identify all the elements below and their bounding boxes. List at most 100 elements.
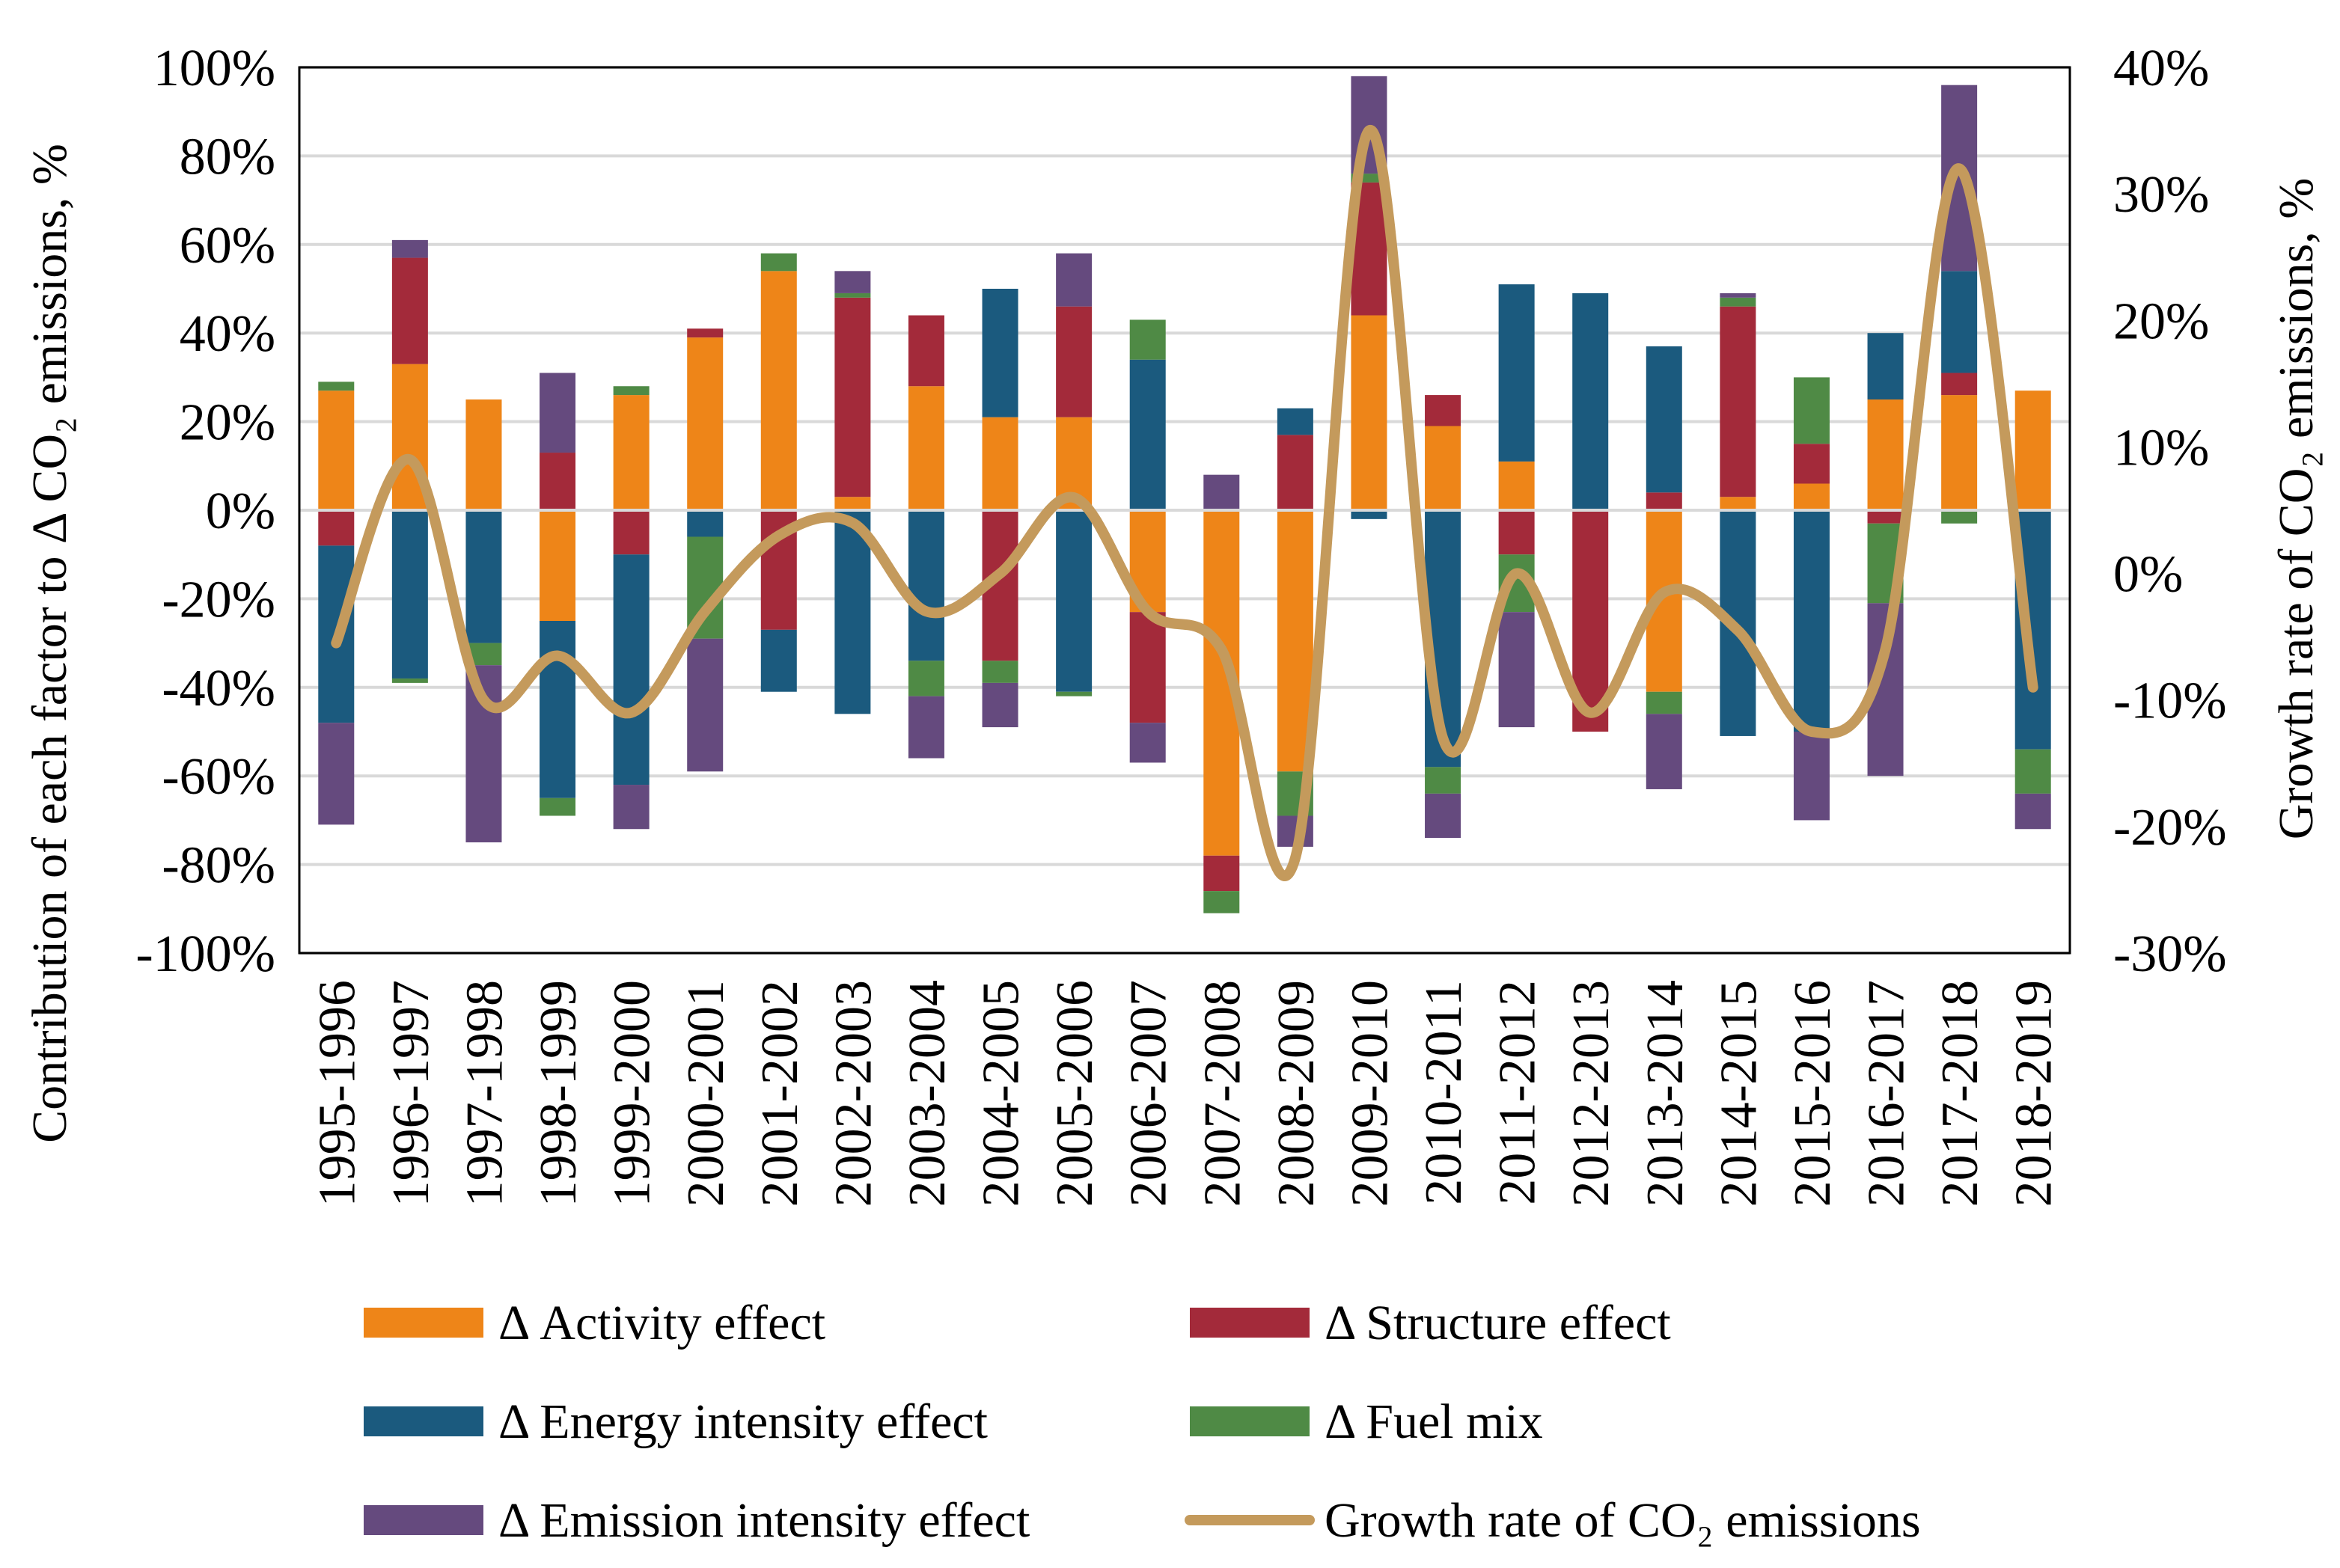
bar-structure-effect <box>834 297 871 497</box>
bar-energy-intensity-effect <box>1793 510 1830 732</box>
x-tick-label: 2016-2017 <box>1858 980 1916 1207</box>
bar-fuel-mix <box>1941 510 1978 524</box>
left-tick-label: -60% <box>162 748 275 806</box>
bar-structure-effect <box>1867 510 1904 524</box>
bar-structure-effect <box>613 510 650 555</box>
bar-fuel-mix <box>1425 767 1461 794</box>
bar-energy-intensity-effect <box>1572 293 1609 510</box>
left-tick-label: 0% <box>206 483 275 540</box>
legend-item: Δ Activity effect <box>364 1296 825 1350</box>
x-tick-label: 1997-1998 <box>456 980 513 1207</box>
bars <box>318 76 2051 913</box>
bar-energy-intensity-effect <box>1277 408 1313 435</box>
bar-emission-intensity-effect <box>1056 253 1093 307</box>
bar-activity-effect <box>318 391 355 510</box>
legend-label: Δ Structure effect <box>1325 1296 1671 1350</box>
bar-structure-effect <box>908 315 944 387</box>
bar-activity-effect <box>760 271 797 510</box>
bar-activity-effect <box>540 510 576 621</box>
bar-emission-intensity-effect <box>540 373 576 453</box>
bar-emission-intensity-effect <box>1498 612 1535 728</box>
x-tick-label: 2017-2018 <box>1931 980 1989 1207</box>
x-tick-label: 2015-2016 <box>1784 980 1842 1207</box>
bar-structure-effect <box>1203 855 1240 892</box>
bar-activity-effect <box>613 395 650 510</box>
right-tick-label: -30% <box>2113 925 2227 983</box>
bar-fuel-mix <box>540 797 576 816</box>
bar-emission-intensity-effect <box>982 682 1018 728</box>
legend-item: Δ Emission intensity effect <box>364 1493 1030 1548</box>
right-tick-label: 20% <box>2113 293 2209 350</box>
bar-structure-effect <box>318 510 355 546</box>
bar-fuel-mix <box>318 382 355 391</box>
bar-emission-intensity-effect <box>1646 714 1682 789</box>
bar-fuel-mix <box>908 661 944 696</box>
bar-structure-effect <box>1720 306 1756 497</box>
bar-structure-effect <box>1793 444 1830 484</box>
bar-fuel-mix <box>1351 174 1387 183</box>
bar-energy-intensity-effect <box>1351 510 1387 519</box>
bar-emission-intensity-effect <box>1129 723 1166 763</box>
bar-activity-effect <box>834 497 871 510</box>
x-tick-label: 2007-2008 <box>1194 980 1251 1207</box>
bar-structure-effect <box>540 453 576 510</box>
bar-activity-effect <box>1867 399 1904 510</box>
bar-fuel-mix <box>760 253 797 272</box>
legend-label: Δ Fuel mix <box>1325 1394 1543 1449</box>
legend-item: Growth rate of CO₂ emissions <box>1185 1493 1921 1548</box>
bar-emission-intensity-effect <box>318 723 355 825</box>
bar-structure-effect <box>1646 492 1682 510</box>
right-tick-label: -20% <box>2113 799 2227 857</box>
bar-activity-effect <box>1498 461 1535 510</box>
bar-emission-intensity-effect <box>1203 474 1240 510</box>
bar-structure-effect <box>1498 510 1535 555</box>
bar-activity-effect <box>1720 497 1756 510</box>
bar-energy-intensity-effect <box>1129 359 1166 510</box>
bar-fuel-mix <box>1646 691 1682 714</box>
bar-emission-intensity-effect <box>391 239 428 258</box>
left-tick-label: 60% <box>180 217 275 275</box>
x-tick-label: 2011-2012 <box>1489 980 1547 1205</box>
bar-energy-intensity-effect <box>834 510 871 714</box>
bar-activity-effect <box>465 399 502 510</box>
x-tick-label: 1995-1996 <box>308 980 366 1207</box>
bar-structure-effect <box>1129 612 1166 723</box>
x-tick-label: 2009-2010 <box>1341 980 1399 1207</box>
right-axis-ticks: 40% 30% 20% 10% 0% -10% -20% -30% <box>2113 40 2227 983</box>
x-tick-label: 2018-2019 <box>2006 980 2063 1207</box>
legend-label: Growth rate of CO₂ emissions <box>1325 1493 1921 1548</box>
bar-activity-effect <box>982 417 1018 510</box>
right-tick-label: 30% <box>2113 166 2209 224</box>
x-tick-label: 1996-1997 <box>382 980 440 1207</box>
bar-fuel-mix <box>1056 691 1093 696</box>
legend-label: Δ Energy intensity effect <box>498 1394 988 1449</box>
bar-emission-intensity-effect <box>834 271 871 293</box>
right-tick-label: -10% <box>2113 673 2227 730</box>
x-tick-label: 2003-2004 <box>899 980 956 1207</box>
bar-activity-effect <box>1941 395 1978 510</box>
bar-emission-intensity-effect <box>1425 793 1461 839</box>
left-tick-label: -20% <box>162 571 275 628</box>
left-tick-label: 20% <box>180 394 275 452</box>
left-tick-label: 100% <box>153 40 275 97</box>
left-tick-label: 80% <box>180 128 275 186</box>
legend-item: Δ Fuel mix <box>1190 1394 1543 1449</box>
legend-label: Δ Emission intensity effect <box>498 1493 1030 1548</box>
legend-swatch <box>364 1505 483 1535</box>
growth-rate-line <box>331 125 2038 881</box>
bar-energy-intensity-effect <box>1867 333 1904 399</box>
bar-emission-intensity-effect <box>1793 732 1830 821</box>
bar-structure-effect <box>1425 395 1461 426</box>
bar-fuel-mix <box>982 661 1018 683</box>
bar-fuel-mix <box>1129 319 1166 360</box>
bar-emission-intensity-effect <box>2014 793 2051 830</box>
x-tick-label: 1998-1999 <box>530 980 587 1207</box>
x-tick-label: 2002-2003 <box>825 980 882 1207</box>
x-tick-label: 2014-2015 <box>1710 980 1768 1207</box>
x-tick-label: 2001-2002 <box>751 980 809 1207</box>
bar-activity-effect <box>908 386 944 510</box>
left-axis-title: Contribution of each factor to Δ CO₂ emi… <box>22 144 77 1143</box>
bar-energy-intensity-effect <box>687 510 724 537</box>
bar-fuel-mix <box>2014 749 2051 794</box>
